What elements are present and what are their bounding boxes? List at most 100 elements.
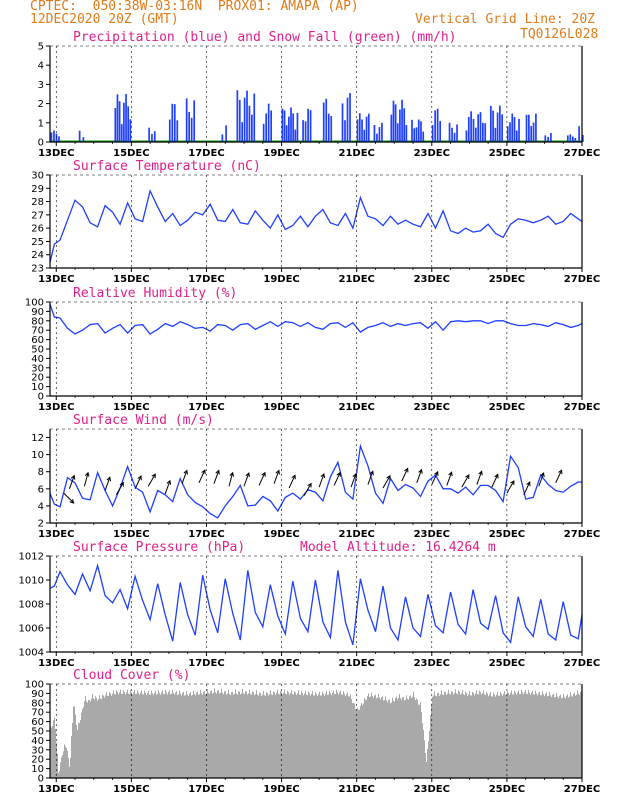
cloud-bar <box>160 694 161 778</box>
cloud-bar <box>209 694 210 778</box>
cloud-bar <box>313 695 314 778</box>
cloud-bar <box>368 693 369 778</box>
cloud-bar <box>453 694 454 778</box>
cloud-bar <box>195 695 196 778</box>
x-tick-label: 23DEC <box>414 274 450 285</box>
cloud-bar <box>358 709 359 778</box>
cloud-bar <box>79 723 80 778</box>
cloud-bar <box>176 691 177 778</box>
precip-bar <box>378 127 381 142</box>
cloud-bar <box>475 693 476 778</box>
cloud-bar <box>347 692 348 778</box>
precip-bar <box>496 112 499 142</box>
cloud-bar <box>84 701 85 778</box>
precip-bar <box>566 135 569 142</box>
wind-vector-shaft <box>446 472 453 486</box>
precip-bar <box>78 130 81 142</box>
x-tick-label: 13DEC <box>38 784 74 795</box>
cloud-bar <box>399 693 400 778</box>
precip-bar <box>465 130 468 142</box>
cloud-bar <box>125 694 126 778</box>
precip-bar <box>417 119 420 142</box>
cloud-bar <box>127 689 128 778</box>
wind-vector-shaft <box>273 470 280 484</box>
cloud-bar <box>495 696 496 778</box>
precip-bar <box>250 114 253 142</box>
y-tick-label: 2 <box>38 99 44 110</box>
precip-bar <box>513 117 516 142</box>
cloud-bar <box>226 694 227 778</box>
cloud-bar <box>276 693 277 778</box>
cloud-bar <box>105 695 106 778</box>
precip-bar <box>470 111 472 142</box>
precip-bar <box>188 111 191 142</box>
cloud-bar <box>147 692 148 778</box>
cloud-bar <box>449 693 450 778</box>
cloud-bar <box>425 753 426 778</box>
cloud-bar <box>165 689 166 778</box>
cloud-bar <box>250 693 251 778</box>
cloud-bar <box>301 691 302 778</box>
cloud-bar <box>361 703 362 778</box>
cloud-bar <box>93 698 94 778</box>
x-tick-label: 15DEC <box>113 529 149 540</box>
cloud-bar <box>132 694 133 778</box>
cloud-bar <box>390 703 391 778</box>
cloud-bar <box>82 709 83 778</box>
x-tick-label: 15DEC <box>113 402 149 413</box>
cloud-bar <box>54 717 55 778</box>
cloud-bar <box>400 698 401 778</box>
y-tick-label: 28 <box>31 197 44 208</box>
x-tick-label: 19DEC <box>263 784 299 795</box>
cloud-bar <box>239 691 240 778</box>
cloud-bar <box>193 690 194 778</box>
cloud-bar <box>119 692 120 778</box>
cloud-bar <box>100 698 101 778</box>
precip-bar <box>413 128 416 142</box>
cloud-bar <box>130 690 131 778</box>
cloud-bar <box>51 727 52 778</box>
cloud-bar <box>184 695 185 778</box>
precip-bar <box>436 108 439 142</box>
cloud-bar <box>283 692 284 778</box>
cloud-bar <box>562 698 563 778</box>
cloud-bar <box>421 711 422 778</box>
cloud-bar <box>111 695 112 778</box>
x-tick-label: 27DEC <box>564 784 600 795</box>
y-tick-label: 10 <box>31 450 44 461</box>
precip-bar <box>530 126 533 142</box>
precip-bar <box>415 127 418 142</box>
cloud-bar <box>187 694 188 778</box>
cloud-bar <box>438 693 439 778</box>
y-tick-label: 40 <box>31 736 44 747</box>
cloud-bar <box>197 691 198 778</box>
cloud-bar <box>541 695 542 778</box>
cloud-bar <box>216 693 217 778</box>
y-tick-label: 0 <box>38 392 44 403</box>
cloud-bar <box>293 694 294 778</box>
wind-vector-head <box>70 474 76 480</box>
cloud-bar <box>546 692 547 778</box>
x-tick-label: 13DEC <box>38 529 74 540</box>
cloud-bar <box>286 694 287 778</box>
y-tick-label: 8 <box>38 467 44 478</box>
x-tick-label: 23DEC <box>414 402 450 413</box>
cloud-bar <box>351 699 352 778</box>
cloud-bar <box>151 690 152 778</box>
cloud-bar <box>189 693 190 778</box>
precip-bar <box>296 112 299 142</box>
wind-vector <box>243 472 250 487</box>
precip-bar <box>484 123 487 142</box>
precip-bar <box>376 133 378 142</box>
cloud-bar <box>121 693 122 778</box>
cloud-bar <box>524 692 525 778</box>
cloud-bar <box>81 712 82 778</box>
cloud-bar <box>539 691 540 778</box>
cloud-bar <box>342 694 343 778</box>
wind-vector <box>401 467 409 482</box>
cloud-bar <box>374 695 375 778</box>
precip-bar <box>518 118 520 142</box>
cloud-bar <box>560 694 561 778</box>
cloud-bar <box>224 691 225 778</box>
